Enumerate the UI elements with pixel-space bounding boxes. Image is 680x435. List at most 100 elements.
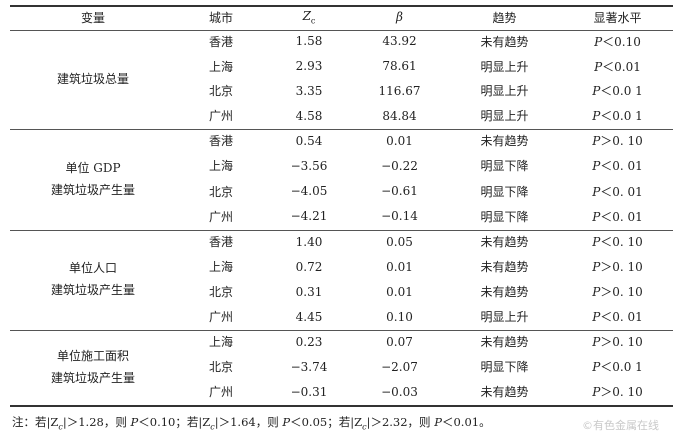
beta-cell: −2.07 [381,359,418,374]
p-symbol: P [592,209,601,224]
note-part: 注：若|Z [12,415,59,429]
p-symbol: P [592,310,601,324]
significance-cell: P＜0.0 1 [562,103,673,128]
zc-cell: 0.54 [295,133,323,148]
city-cell: 北京 [208,285,233,299]
header-city: 城市 [208,10,233,25]
table-row: 广州 −0.31 −0.03 未有趋势 P＞0. 10 [10,379,673,404]
significance-value: ＞0. 10 [600,260,643,274]
table-row: 单位人口 建筑垃圾产生量 香港 1.40 0.05 未有趋势 P＜0. 10 [10,229,673,298]
note-part: |＞1.64，则 [214,415,283,429]
significance-cell: P＜0.01 [562,54,673,79]
significance-cell: P＞0. 10 [562,329,673,354]
significance-cell: P＜0. 01 [562,153,673,178]
table-row: 单位 GDP 建筑垃圾产生量 香港 0.54 0.01 未有趋势 P＞0. 10 [10,128,673,197]
significance-value: ＜0. 01 [600,184,643,199]
beta-cell: −0.14 [381,209,418,224]
p-symbol: P [592,84,601,99]
city-cell: 广州 [208,310,233,324]
significance-value: ＜0.01 [602,59,641,74]
significance-value: ＞0. 10 [600,335,643,349]
zc-cell: −4.21 [290,209,328,224]
city-cell: 上海 [208,260,233,274]
note-p: P [130,415,139,429]
city-cell: 香港 [208,134,233,149]
group-rule-1 [10,129,673,130]
table-row: 上海 −3.56 −0.22 明显下降 P＜0. 01 [10,153,673,178]
note-sub: c [58,422,63,432]
trend-cell: 未有趋势 [480,235,529,249]
city-cell: 北京 [208,184,233,199]
beta-cell: 0.05 [386,234,413,249]
significance-value: ＜0.0 1 [600,109,643,124]
table-row: 北京 −3.74 −2.07 明显下降 P＜0.0 1 [10,354,673,379]
significance-value: ＞0. 10 [600,285,643,299]
variable-cell: 单位人口 建筑垃圾产生量 [10,229,176,329]
variable-line1: 单位施工面积 [56,348,129,363]
variable-line1: 单位 GDP [65,160,121,175]
trend-cell: 未有趋势 [480,335,529,349]
significance-cell: P＞0. 10 [562,279,673,304]
p-symbol: P [592,260,601,274]
significance-value: ＜0.10 [602,34,641,49]
group-rule-2 [10,230,673,231]
significance-value: ＜0. 01 [600,209,643,224]
significance-value: ＜0.0 1 [600,360,643,374]
city-cell: 上海 [208,335,233,349]
header-trend: 趋势 [492,10,517,25]
zc-cell: −0.31 [290,384,328,399]
note-part: |＞1.28，则 [62,415,131,429]
beta-cell: 0.01 [386,133,413,148]
trend-cell: 明显上升 [480,84,529,99]
beta-cell: 78.61 [382,59,417,74]
beta-cell: 0.07 [386,334,413,349]
p-symbol: P [592,134,601,149]
header-beta: β [396,10,403,24]
zc-cell: 3.35 [295,83,323,98]
p-symbol: P [594,34,603,49]
note-sub: c [210,422,215,432]
note-part: ＜0.01。 [441,415,491,429]
zc-cell: 4.45 [295,309,323,324]
table-row: 北京 0.31 0.01 未有趋势 P＞0. 10 [10,279,673,304]
trend-cell: 明显上升 [480,310,529,324]
significance-value: ＜0. 10 [600,235,643,249]
variable-cell: 单位 GDP 建筑垃圾产生量 [10,128,176,229]
trend-cell: 明显下降 [480,184,529,199]
table-row: 上海 0.72 0.01 未有趋势 P＞0. 10 [10,254,673,279]
trend-cell: 明显下降 [480,209,529,224]
trend-cell: 未有趋势 [480,260,529,274]
note-part: ＜0.05；若|Z [290,415,363,429]
significance-value: ＞0. 10 [600,385,643,399]
significance-cell: P＜0. 10 [562,229,673,254]
p-symbol: P [592,360,601,374]
significance-cell: P＜0.0 1 [562,79,673,104]
beta-cell: −0.22 [381,158,418,173]
trend-cell: 明显下降 [480,360,529,374]
variable-line1: 单位人口 [68,261,117,275]
city-cell: 上海 [208,159,233,174]
trend-cell: 明显上升 [480,59,529,74]
p-symbol: P [592,335,601,349]
zc-cell: 2.93 [295,59,323,74]
p-symbol: P [592,184,601,199]
significance-cell: P＜0. 01 [562,204,673,229]
beta-cell: 0.10 [386,309,413,324]
table-row: 单位施工面积 建筑垃圾产生量 上海 0.23 0.07 未有趋势 P＞0. 10 [10,329,673,385]
city-cell: 上海 [208,59,233,74]
table-row: 广州 −4.21 −0.14 明显下降 P＜0. 01 [10,204,673,229]
city-cell: 北京 [208,360,233,374]
group-rule-3 [10,330,673,331]
variable-line2: 建筑垃圾产生量 [50,182,135,197]
significance-cell: P＜0. 01 [562,304,673,329]
city-cell: 广州 [208,385,233,399]
trend-cell: 明显上升 [480,109,529,124]
p-symbol: P [594,59,603,74]
significance-cell: P＞0. 10 [562,379,673,404]
significance-value: ＜0.0 1 [600,84,643,99]
trend-cell: 未有趋势 [480,134,529,149]
p-symbol: P [592,385,601,399]
beta-cell: 116.67 [378,83,421,98]
zc-cell: 4.58 [295,108,323,123]
trend-cell: 明显下降 [480,159,529,174]
